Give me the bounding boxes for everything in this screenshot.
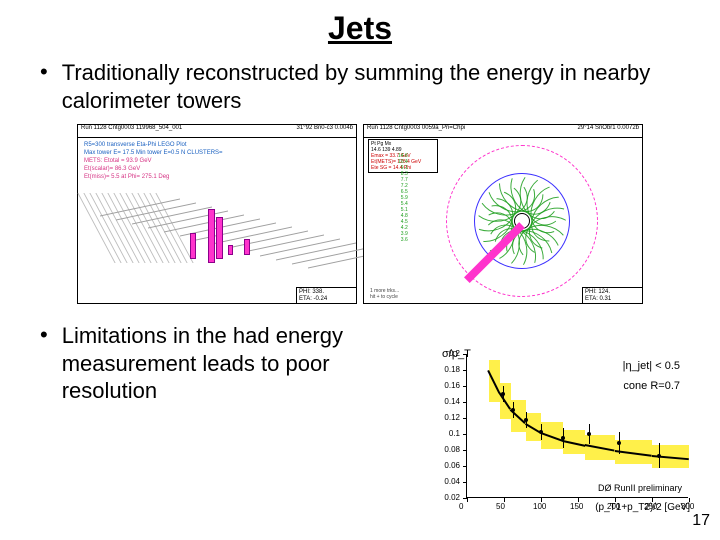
res-annot-2: cone R=0.7 [623, 380, 680, 392]
lego-header: Run 1128 Cntg0003 119968_504_001 31°92 B… [78, 125, 356, 138]
lego-footer-l2: ETA: -0.24 [299, 296, 354, 303]
circle-footer-l1: PHI: 124. [585, 289, 640, 296]
circle-footer: PHI: 124. ETA: 0.31 [582, 287, 642, 303]
circle-bottom-text: 1 more trks... hit + to cycle [370, 288, 399, 300]
slide-title: Jets [0, 0, 720, 47]
lego-area [88, 147, 346, 281]
bullet-dot: • [40, 59, 48, 85]
res-annot-3: DØ RunII preliminary [598, 483, 682, 493]
figure-row: Run 1128 Cntg0003 119968_504_001 31°92 B… [0, 124, 720, 304]
lego-panel: Run 1128 Cntg0003 119968_504_001 31°92 B… [77, 124, 357, 304]
lego-footer-l1: PHI: 338. [299, 289, 354, 296]
bullet-1: • Traditionally reconstructed by summing… [0, 47, 720, 118]
circle-panel: Run 1128 Cntg0003 0059a_Pri=Chpi 29°14 S… [363, 124, 643, 304]
circle-header-right: 29°14 SnObr1 0.0072b [578, 125, 639, 137]
page-number: 17 [692, 512, 710, 530]
resolution-chart: σ/p_T (p_T1+p_T2)/2 [GeV] |η_jet| < 0.5 … [432, 348, 694, 520]
bullet-1-text: Traditionally reconstructed by summing t… [62, 59, 680, 114]
circle-header: Run 1128 Cntg0003 0059a_Pri=Chpi 29°14 S… [364, 125, 642, 138]
bullet-2-text: Limitations in the had energy measuremen… [62, 322, 360, 405]
bullet-dot: • [40, 322, 48, 348]
circle-area [446, 145, 598, 297]
lego-header-left: Run 1128 Cntg0003 119968_504_001 [81, 125, 182, 137]
lego-footer: PHI: 338. ETA: -0.24 [296, 287, 356, 303]
green-values: 14.610.49.18.37.77.26.55.95.45.14.84.54.… [398, 153, 408, 243]
circle-header-left: Run 1128 Cntg0003 0059a_Pri=Chpi [367, 125, 465, 137]
lego-header-right: 31°92 Bn0-c3 0.004b [297, 125, 353, 137]
res-axis: (p_T1+p_T2)/2 [GeV] |η_jet| < 0.5 cone R… [466, 354, 688, 498]
bullet-2: • Limitations in the had energy measurem… [0, 304, 400, 409]
res-annot-1: |η_jet| < 0.5 [623, 360, 680, 372]
circle-footer-l2: ETA: 0.31 [585, 296, 640, 303]
